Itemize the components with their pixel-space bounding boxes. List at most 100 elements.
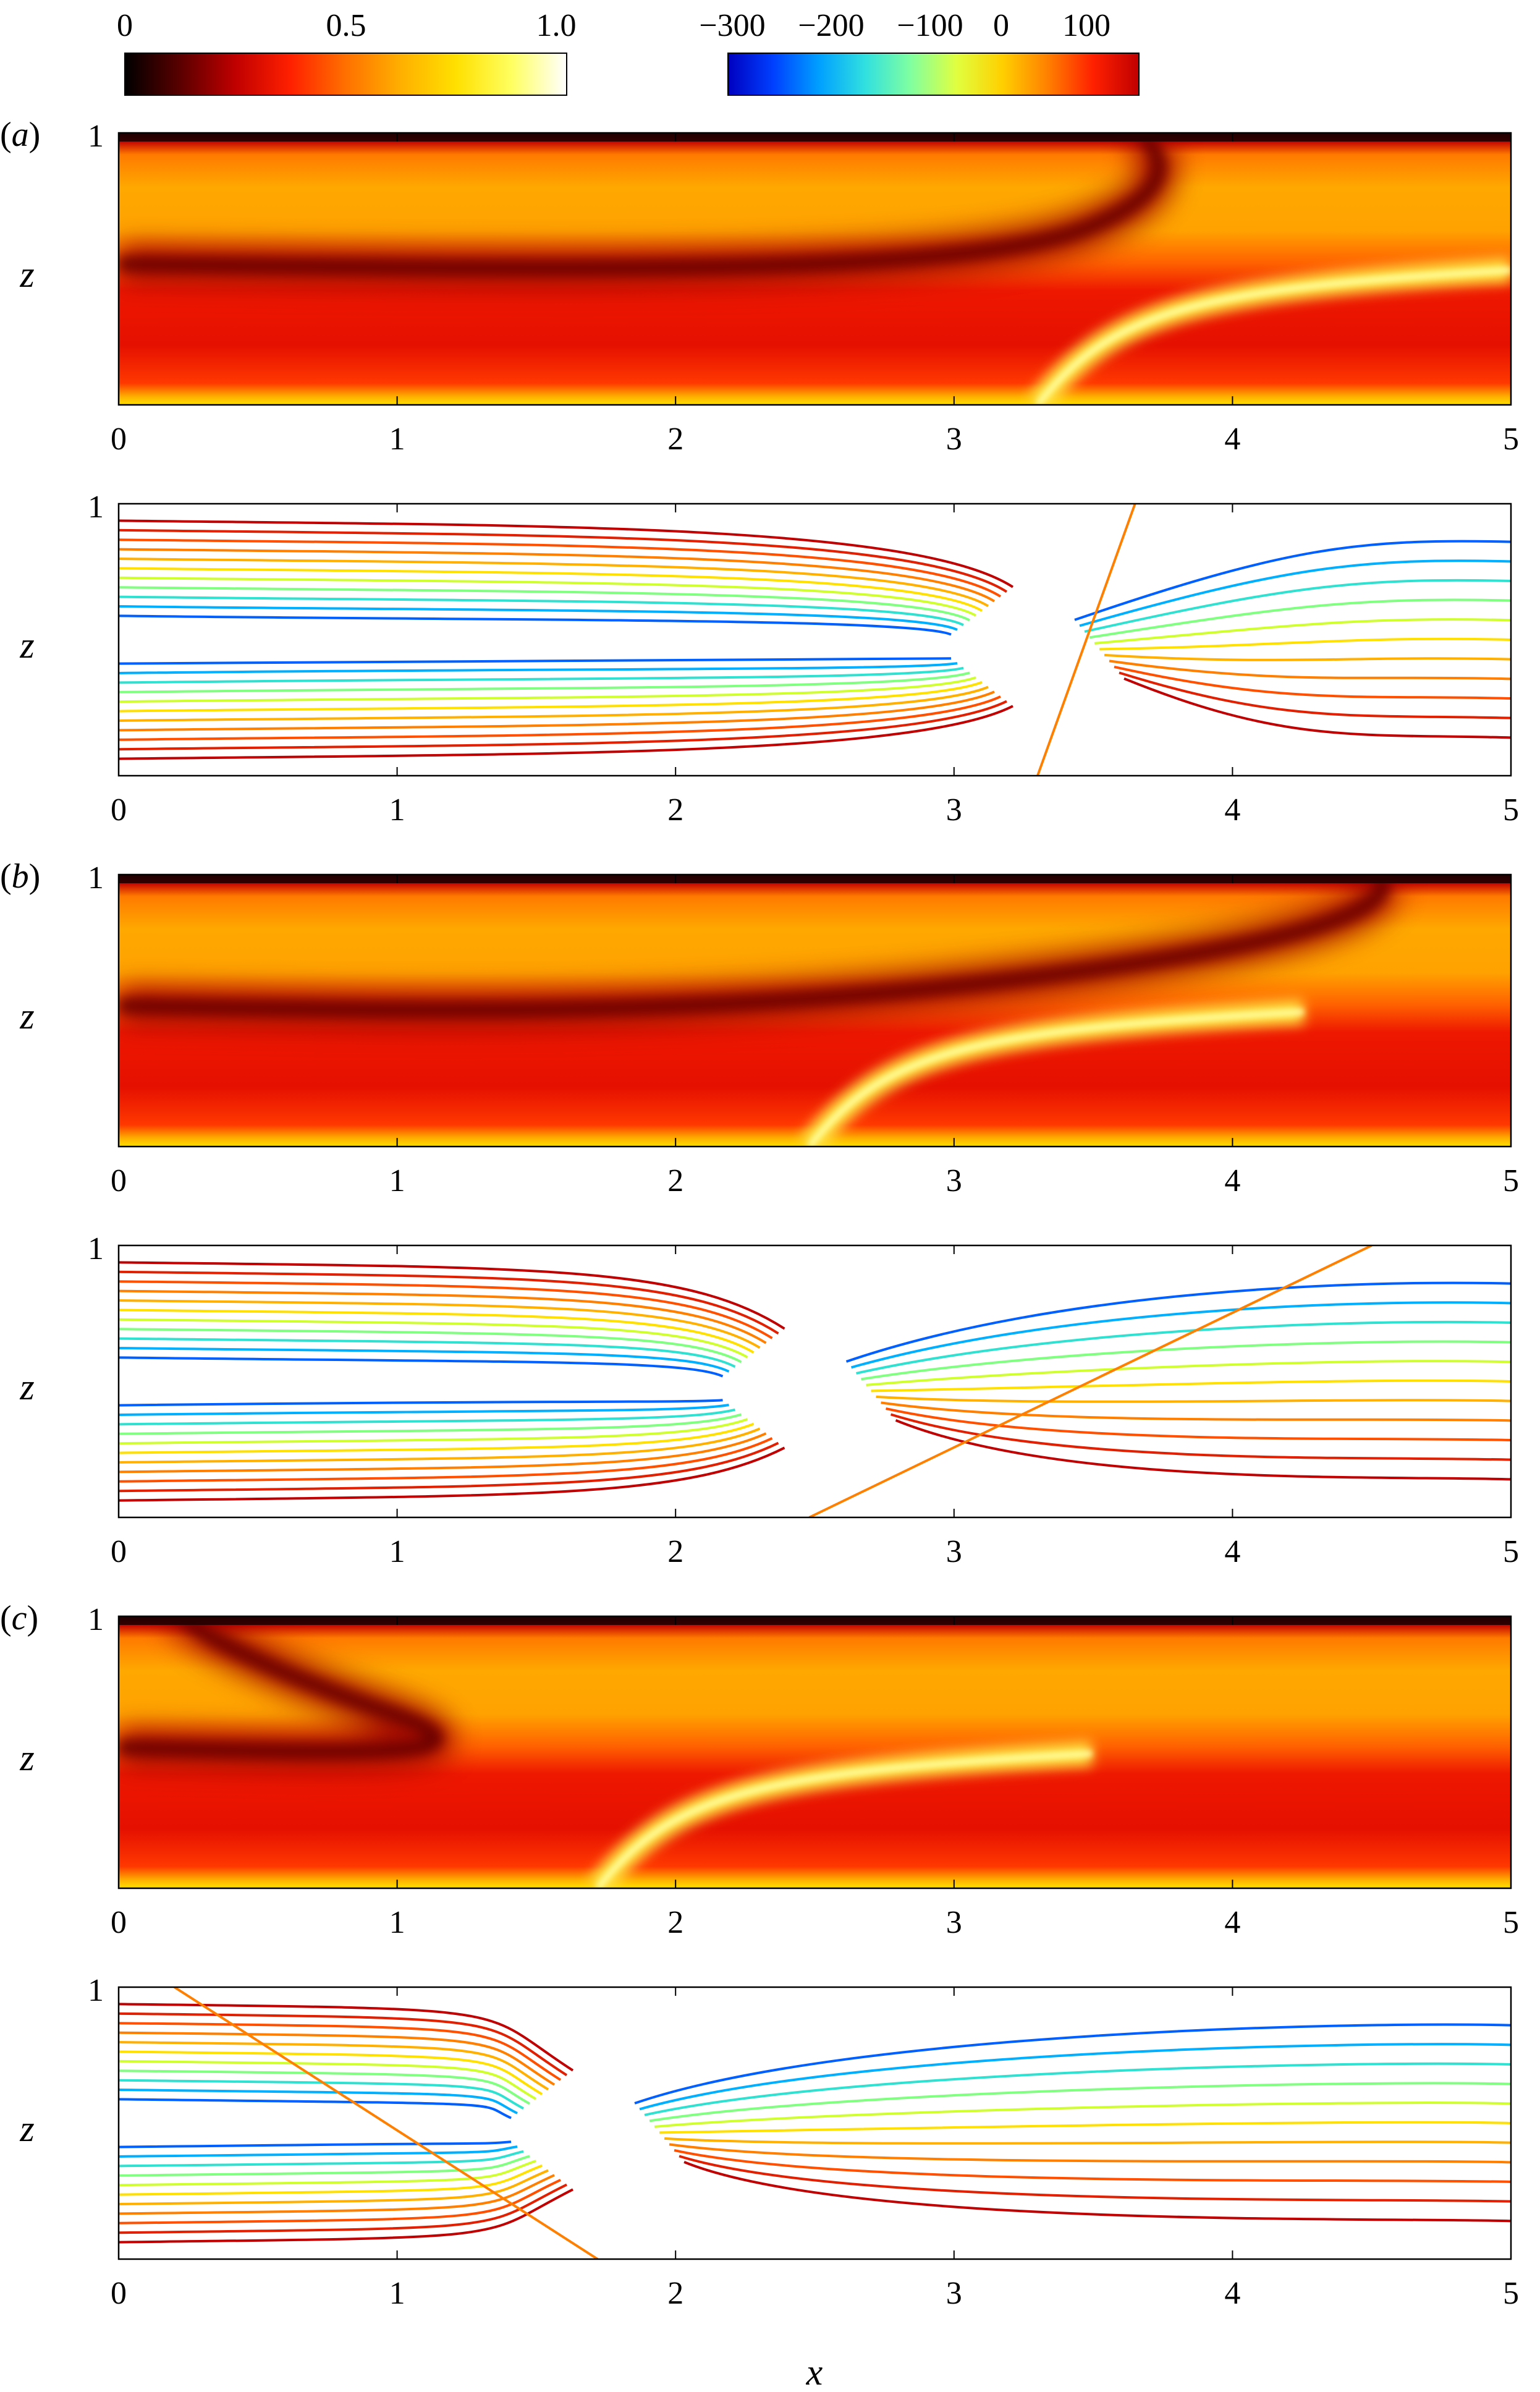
x-tick-label: 4: [1224, 1163, 1240, 1198]
x-tick-label: 4: [1224, 422, 1240, 457]
front-core: [806, 1009, 1304, 1147]
x-tick-label: 0: [111, 1905, 127, 1940]
x-tick-label: 1: [389, 2276, 405, 2311]
y-tick-label: 1: [88, 490, 104, 525]
contour-line: [119, 558, 989, 608]
x-tick-label: 0: [111, 1534, 127, 1569]
x-tick-label: 2: [667, 1163, 683, 1198]
x-tick-label: 0: [111, 792, 127, 828]
contour-line: [845, 1281, 1511, 1363]
x-tick-label: 5: [1503, 1534, 1519, 1569]
plot-area-c-filled: [119, 1616, 1511, 1888]
contour-line: [659, 2121, 1511, 2134]
y-tick-label: 1: [88, 1973, 104, 2008]
contour-line: [119, 2050, 543, 2095]
panel-a-filled: 0 1 2 3 4 5 1 z: [19, 119, 1519, 457]
contour-line: [119, 1347, 730, 1373]
colorbar-jet: −300 −200 −100 0 100: [699, 8, 1140, 96]
panel-a-contour: 0 1 2 3 4 5 1 z: [19, 490, 1519, 828]
front-core: [595, 1750, 1093, 1888]
panel-frame: [117, 873, 1512, 1148]
x-tick-label: 4: [1224, 2276, 1240, 2311]
panel-frame: [117, 1615, 1512, 1889]
y-axis-label: z: [19, 1737, 34, 1778]
contour-line: [119, 1399, 723, 1407]
x-tick-label: 5: [1503, 792, 1519, 828]
contour-line: [119, 1418, 748, 1445]
contour-line: [856, 1320, 1511, 1375]
x-tick-label: 2: [667, 422, 683, 457]
colorbar-hot-tick-2: 1.0: [536, 8, 577, 43]
panel-tag-c: (c): [0, 1599, 38, 1637]
contour-line: [119, 528, 1008, 593]
top-boundary-layer: [119, 1616, 1511, 1625]
contour-line: [871, 1379, 1511, 1393]
contour-line: [119, 2041, 549, 2091]
contour-line: [119, 676, 976, 703]
x-tick-label: 1: [389, 792, 405, 828]
contour-line: [119, 685, 989, 722]
contour-line: [119, 1270, 779, 1335]
panel-c-contour: 0 1 2 3 4 5 1 z: [19, 1973, 1519, 2311]
contour-line: [119, 2179, 561, 2224]
contour-line: [119, 2089, 518, 2114]
contour-line: [119, 1299, 761, 1349]
contour-line: [119, 1356, 724, 1378]
x-tick-label: 1: [389, 1905, 405, 1940]
contour-line: [119, 2169, 549, 2205]
contour-line: [119, 2079, 524, 2110]
contour-line: [1099, 637, 1511, 651]
contour-line: [895, 1419, 1511, 1481]
contour-line: [119, 1441, 779, 1493]
contour-line: [119, 1422, 755, 1454]
contour-line: [119, 2069, 530, 2105]
y-tick-label: 1: [88, 119, 104, 154]
y-tick-label: 1: [88, 1231, 104, 1266]
contour-line: [654, 2101, 1511, 2128]
contour-line: [1074, 540, 1511, 621]
x-tick-label: 5: [1503, 2276, 1519, 2311]
x-tick-label: 2: [667, 1905, 683, 1940]
panel-tag-a: (a): [0, 116, 40, 154]
contour-line: [119, 1446, 785, 1502]
panel-b-contour: 0 1 2 3 4 5 1 z: [19, 1231, 1519, 1569]
contour-line: [1123, 677, 1511, 739]
y-axis-label: z: [19, 254, 34, 295]
contour-line: [1109, 659, 1511, 681]
x-tick-label: 1: [389, 422, 405, 457]
contour-line: [119, 567, 983, 612]
contour-line: [1079, 559, 1511, 627]
contour-line: [119, 2183, 567, 2234]
contour-line: [679, 2155, 1511, 2203]
contour-line: [119, 1427, 761, 1464]
contour-line: [649, 2082, 1511, 2123]
contour-line: [119, 1404, 729, 1416]
contour-line: [119, 2059, 537, 2100]
colorbar-jet-tick-4: 100: [1062, 8, 1111, 43]
y-axis-label: z: [19, 2108, 34, 2149]
contour-front: [1036, 504, 1136, 776]
contour-line: [119, 2164, 543, 2196]
contour-line: [119, 2022, 562, 2081]
contour-line: [1114, 665, 1511, 700]
x-tick-label: 0: [111, 1163, 127, 1198]
contour-line: [119, 1318, 748, 1359]
x-tick-label: 2: [667, 1534, 683, 1569]
contour-line: [1104, 653, 1511, 661]
panel-b-filled: 0 1 2 3 4 5 1 z: [19, 860, 1519, 1198]
contour-line: [881, 1401, 1511, 1422]
contour-line: [119, 1328, 742, 1364]
colorbar-hot: 0 0.5 1.0: [117, 8, 577, 96]
colorbar-jet-bar: [727, 53, 1140, 96]
y-axis-label: z: [19, 1367, 34, 1407]
contour-line: [644, 2062, 1511, 2116]
contour-line: [119, 548, 996, 603]
contour-line: [119, 595, 964, 627]
x-tick-label: 5: [1503, 1163, 1519, 1198]
plot-area-c-contour: [119, 1987, 1511, 2259]
contour-line: [119, 2174, 555, 2215]
contour-line: [119, 2188, 573, 2244]
contour-front: [808, 1245, 1373, 1517]
contour-line: [119, 2150, 524, 2168]
